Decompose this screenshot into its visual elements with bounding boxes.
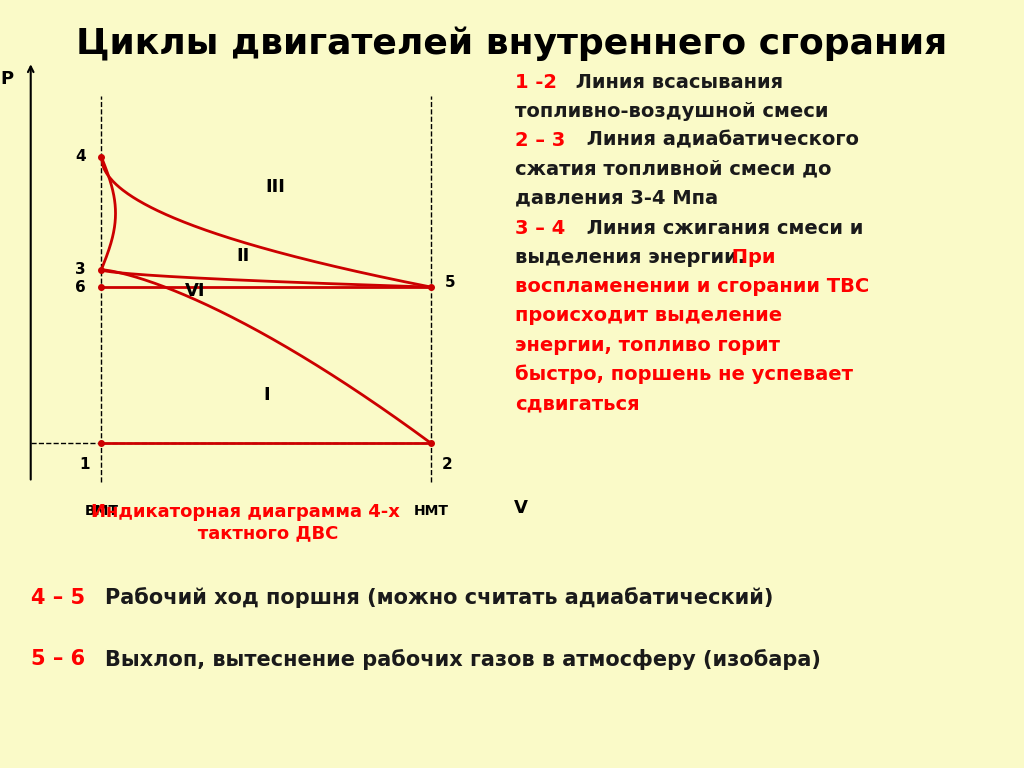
Text: 5 – 6: 5 – 6 <box>31 649 85 669</box>
Text: Линия адиабатического: Линия адиабатического <box>580 131 858 150</box>
Text: энергии, топливо горит: энергии, топливо горит <box>515 336 780 355</box>
Text: I: I <box>263 386 269 404</box>
Text: Индикаторная диаграмма 4-х
       тактного ДВС: Индикаторная диаграмма 4-х тактного ДВС <box>91 503 400 542</box>
Text: При: При <box>725 248 775 267</box>
Text: выделения энергии.: выделения энергии. <box>515 248 745 267</box>
Text: V: V <box>514 499 527 518</box>
Text: воспламенении и сгорании ТВС: воспламенении и сгорании ТВС <box>515 277 869 296</box>
Text: ВМТ: ВМТ <box>84 504 119 518</box>
Text: Циклы двигателей внутреннего сгорания: Циклы двигателей внутреннего сгорания <box>77 27 947 61</box>
Text: Линия всасывания: Линия всасывания <box>569 73 783 92</box>
Text: 4: 4 <box>75 150 85 164</box>
Text: VI: VI <box>185 282 206 300</box>
Text: II: II <box>237 247 249 265</box>
Text: 6: 6 <box>75 280 86 295</box>
Text: Выхлоп, вытеснение рабочих газов в атмосферу (изобара): Выхлоп, вытеснение рабочих газов в атмос… <box>105 649 821 670</box>
Text: Рабочий ход поршня (можно считать адиабатический): Рабочий ход поршня (можно считать адиаба… <box>105 588 774 608</box>
Text: 1 -2: 1 -2 <box>515 73 557 92</box>
Text: сдвигаться: сдвигаться <box>515 394 640 413</box>
Text: P: P <box>1 70 13 88</box>
Text: 2: 2 <box>442 458 453 472</box>
Text: 4 – 5: 4 – 5 <box>31 588 85 607</box>
Text: 3 – 4: 3 – 4 <box>515 219 565 238</box>
Text: Линия сжигания смеси и: Линия сжигания смеси и <box>580 219 863 238</box>
Text: 2 – 3: 2 – 3 <box>515 131 565 150</box>
Text: топливно-воздушной смеси: топливно-воздушной смеси <box>515 102 828 121</box>
Text: НМТ: НМТ <box>414 504 449 518</box>
Text: происходит выделение: происходит выделение <box>515 306 782 326</box>
Text: сжатия топливной смеси до: сжатия топливной смеси до <box>515 160 831 179</box>
Text: 1: 1 <box>80 458 90 472</box>
Text: давления 3-4 Мпа: давления 3-4 Мпа <box>515 189 718 208</box>
Text: быстро, поршень не успевает: быстро, поршень не успевает <box>515 365 853 384</box>
Text: 3: 3 <box>75 262 85 277</box>
Text: 5: 5 <box>444 275 456 290</box>
Text: III: III <box>265 177 286 196</box>
